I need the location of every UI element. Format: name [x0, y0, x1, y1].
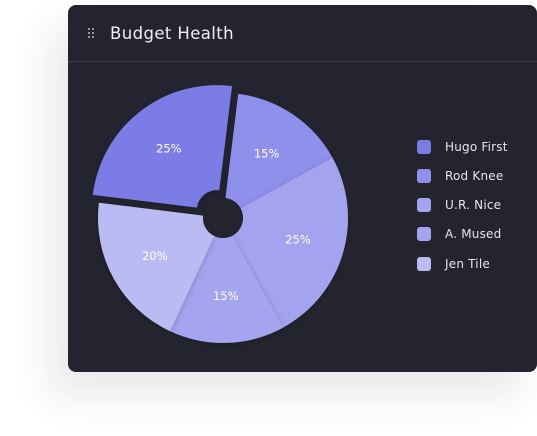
card-title: Budget Health [110, 23, 234, 43]
legend-label: Jen Tile [445, 256, 490, 271]
legend-label: Hugo First [445, 139, 508, 154]
pie-slice-rod-knee[interactable] [225, 93, 333, 209]
legend-label: A. Mused [445, 227, 502, 242]
card-header: Budget Health [68, 5, 537, 62]
slice-data-label: 20% [142, 249, 168, 263]
legend-label: U.R. Nice [445, 198, 502, 213]
budget-health-card: Budget Health 25% 15% 25% 15% 20% Hugo First… [68, 5, 537, 372]
legend-item[interactable]: Rod Knee [417, 168, 508, 183]
pie-chart: 25% 15% 25% 15% 20% [92, 85, 348, 343]
pie-slice-hugo-first[interactable] [92, 85, 233, 208]
slice-data-label: 15% [254, 146, 280, 160]
donut-hole [203, 198, 243, 238]
legend-swatch [417, 139, 431, 154]
legend-item[interactable]: Hugo First [417, 139, 508, 154]
legend-swatch [417, 168, 431, 183]
slice-data-label: 25% [285, 232, 311, 246]
legend-item[interactable]: U.R. Nice [417, 198, 508, 213]
legend-item[interactable]: Jen Tile [417, 256, 508, 271]
pie-slice-a-mused[interactable] [170, 235, 284, 343]
legend-swatch [417, 227, 431, 242]
grip-dots-icon[interactable] [88, 28, 94, 38]
slice-data-label: 25% [156, 142, 182, 156]
legend-item[interactable]: A. Mused [417, 227, 508, 242]
slice-data-label: 15% [213, 289, 239, 303]
pie-slice-jen-tile[interactable] [97, 202, 215, 332]
legend-swatch [417, 256, 431, 271]
chart-legend: Hugo First Rod Knee U.R. Nice A. Mused J… [417, 139, 508, 285]
pie-slice-u-r-nice[interactable] [232, 157, 348, 328]
legend-label: Rod Knee [445, 168, 504, 183]
legend-swatch [417, 198, 431, 213]
